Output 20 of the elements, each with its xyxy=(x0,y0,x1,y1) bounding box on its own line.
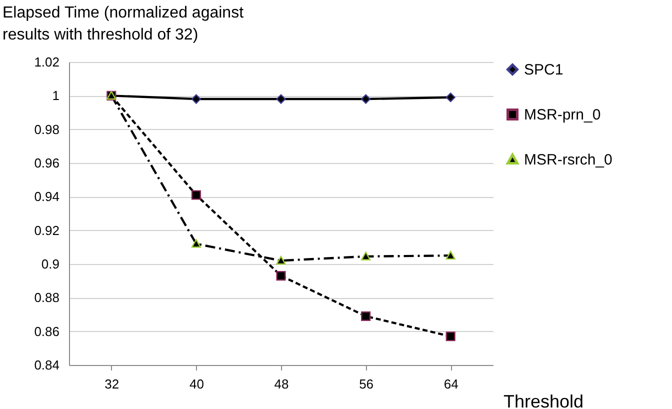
y-tick-label: 1.02 xyxy=(34,54,60,70)
y-tick-label: 0.94 xyxy=(34,189,60,204)
y-tick-label: 0.92 xyxy=(34,222,60,238)
x-tick-label: 48 xyxy=(274,376,289,392)
y-tick-label: 0.9 xyxy=(41,256,60,272)
legend-label: MSR-rsrch_0 xyxy=(524,152,612,168)
y-tick-label: 0.86 xyxy=(34,324,60,339)
y-axis-title: Elapsed Time (normalized against results with threshold of 32) xyxy=(2,4,244,44)
x-tick-label: 56 xyxy=(359,376,374,392)
x-axis-title: Threshold xyxy=(504,392,584,409)
y-tick-label: 0.88 xyxy=(34,290,60,306)
y-tick-label: 0.98 xyxy=(34,122,60,137)
y-tick-label: 1 xyxy=(52,88,60,104)
legend-label: SPC1 xyxy=(524,62,564,78)
legend-label: MSR-prn_0 xyxy=(524,106,601,124)
y-tick-label: 0.96 xyxy=(34,156,60,170)
x-tick-label: 32 xyxy=(104,376,120,392)
x-tick-label: 40 xyxy=(189,376,204,392)
y-tick-label: 0.84 xyxy=(34,358,60,372)
x-tick-label: 64 xyxy=(444,376,458,392)
